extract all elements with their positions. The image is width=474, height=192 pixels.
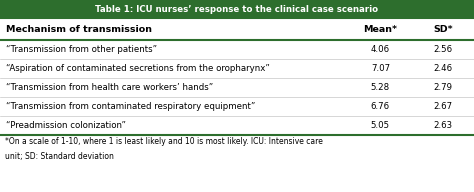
Text: “Aspiration of contaminated secretions from the oropharynx”: “Aspiration of contaminated secretions f… <box>6 64 270 73</box>
Text: 6.76: 6.76 <box>371 102 390 111</box>
Text: Mechanism of transmission: Mechanism of transmission <box>6 25 152 33</box>
Bar <box>0 97 474 116</box>
Bar <box>0 0 474 18</box>
Bar <box>0 59 474 78</box>
Text: 2.79: 2.79 <box>434 83 453 92</box>
Text: Table 1: ICU nurses’ response to the clinical case scenario: Table 1: ICU nurses’ response to the cli… <box>95 4 379 13</box>
Bar <box>0 78 474 97</box>
Text: Mean*: Mean* <box>364 25 397 33</box>
Text: 5.28: 5.28 <box>371 83 390 92</box>
Text: *On a scale of 1-10, where 1 is least likely and 10 is most likely. ICU: Intensi: *On a scale of 1-10, where 1 is least li… <box>5 137 323 146</box>
Text: 2.63: 2.63 <box>434 121 453 130</box>
Text: 2.56: 2.56 <box>434 45 453 54</box>
Text: “Transmission from other patients”: “Transmission from other patients” <box>6 45 157 54</box>
Text: 2.67: 2.67 <box>434 102 453 111</box>
Bar <box>0 116 474 135</box>
Text: “Transmission from contaminated respiratory equipment”: “Transmission from contaminated respirat… <box>6 102 255 111</box>
Text: SD*: SD* <box>433 25 453 33</box>
Bar <box>0 40 474 59</box>
Text: 5.05: 5.05 <box>371 121 390 130</box>
Text: unit; SD: Standard deviation: unit; SD: Standard deviation <box>5 152 114 161</box>
Text: 4.06: 4.06 <box>371 45 390 54</box>
Text: “Transmission from health care workers’ hands”: “Transmission from health care workers’ … <box>6 83 213 92</box>
Text: 7.07: 7.07 <box>371 64 390 73</box>
Text: 2.46: 2.46 <box>434 64 453 73</box>
Bar <box>0 18 474 40</box>
Text: “Preadmission colonization”: “Preadmission colonization” <box>6 121 126 130</box>
